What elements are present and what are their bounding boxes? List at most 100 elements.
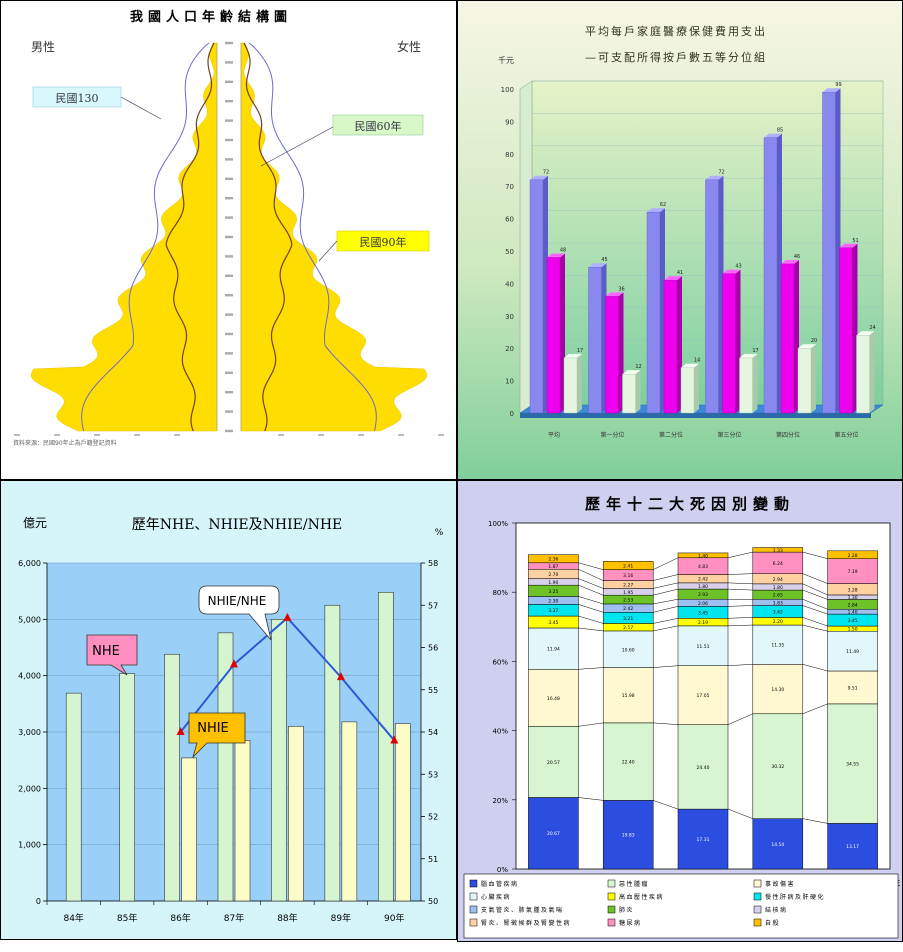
death-bar-value: 9.51 [848,685,858,691]
expense-bar-value: 99 [835,82,841,88]
death-bar-value: 17.05 [697,693,710,699]
nhe-panel: 億元 歷年NHE、NHIE及NHIE/NHE % 0 1,000 2,000 3,00… [0,480,457,940]
death-connector-line [727,808,753,819]
nhe-right-tick: 53 [428,770,438,779]
expense-bar [780,263,795,414]
pyramid-roc90-male-area [30,42,218,432]
death-bar-value: 17.31 [697,837,710,843]
death-connector-line [653,665,679,668]
death-connector-line [727,713,753,725]
pyramid-age-tick [225,410,233,413]
death-bar-value: 2.70 [548,572,558,578]
death-bar-value: 7.19 [848,569,858,575]
pyramid-age-tick [225,294,233,297]
pyramid-age-tick [225,371,233,374]
expense-bar [839,247,853,414]
callout-nhe-shape [86,634,138,676]
nhie-bar [394,723,411,902]
nhe-bar [217,632,234,902]
expense-bar-side [543,175,548,413]
death-bar-value: 11.51 [697,644,710,650]
death-connector-line [727,624,753,627]
death-bar-value: 30.32 [771,764,784,770]
expense-x-tick: 第四分位 [776,431,800,439]
expense-bar [822,92,836,414]
pyramid-pop-tick [134,434,140,436]
pyramid-roc60-male-line [165,42,215,432]
death-legend-box [463,873,899,939]
callout-ratio: NHIE/NHE [198,585,280,641]
expense-bar [722,273,736,414]
death-causes-chart: 歷年十二大死因別變動 0% 20% 40% 60% 80% 100% 20.67 20.57 1… [458,481,902,941]
expense-bar-top [781,259,799,264]
death-bar-value: 3.45 [698,610,708,616]
death-connector-line [802,818,828,824]
death-connector-line [653,800,679,810]
expense-bar-side [577,353,582,413]
death-connector-line [653,588,679,596]
death-legend-label: 惡性腫瘤 [619,880,649,888]
death-bar-segment [602,667,654,724]
death-bar-segment [752,664,804,715]
pyramid-age-tick [225,138,233,142]
death-bar-segment [602,561,654,570]
death-y-tick: 60% [492,658,508,666]
death-legend-swatch [753,879,762,888]
death-bar-value: 3.16 [623,573,633,579]
death-connector-line [578,562,604,570]
population-pyramid-chart: 我國人口年齡結構圖 男性 女性 民國130 民國60年 民國90年 資料來源：民… [13,9,444,447]
death-bar-value: 11.49 [846,649,859,655]
death-connector-line [578,667,604,670]
death-connector-line [653,582,679,589]
population-pyramid-panel: 我國人口年齡結構圖 男性 女性 民國130 民國60年 民國90年 資料來源：民… [0,0,457,480]
expense-bar-top [739,353,758,358]
pyramid-age-tick [225,352,233,355]
death-bar-segment [827,670,878,705]
expense-x-tick: 第五分位 [834,431,858,439]
household-expense-panel: 平均每戶家庭醫療保健費用支出 —可支配所得按戶數五等分位組 千元 0 10 20 30… [457,0,903,480]
expense-bar [563,357,578,414]
pyramid-footnote: 資料來源：民國90年止為戶籍登記資料 [13,439,117,447]
death-bar-segment [677,665,729,725]
death-bar-segment [827,630,878,672]
death-connector-line [802,617,828,627]
nhe-right-tick: 58 [428,559,438,568]
death-legend-swatch [753,918,762,927]
pyramid-age-tick [225,391,233,394]
pyramid-age-tick [225,100,233,103]
death-connector-line [653,618,679,624]
expense-bar-side [601,263,607,413]
death-bar-segment [827,823,878,870]
expense-bar-side [718,175,724,413]
death-bar-value: 1.40 [698,553,708,559]
leader-roc130 [120,96,162,120]
expense-bar-side [635,370,641,413]
nhe-right-unit: % [435,528,444,538]
death-connector-line [578,584,604,596]
callout-ratio-label: NHIE/NHE [208,594,267,608]
nhe-right-tick: 54 [428,728,438,737]
death-bar-value: 2.42 [623,606,633,612]
expense-bar-side [735,269,741,413]
death-bar-value: 3.25 [548,589,558,595]
expense-bar-top [605,292,624,297]
death-connector-line [727,551,753,559]
death-connector-line [802,605,828,615]
death-connector-line [727,605,753,607]
expense-bar-value: 62 [660,202,666,208]
death-connector-line [578,615,604,624]
death-bar-value: 2.93 [698,592,708,598]
death-connector-line [653,574,679,581]
death-causes-panel: 歷年十二大死因別變動 0% 20% 40% 60% 80% 100% 20.67 20.57 1… [457,480,903,942]
pyramid-age-tick [225,255,233,258]
expense-bar-top [839,243,858,248]
callout-nhie-label: NHIE [197,721,229,736]
expense-bar-value: 43 [735,264,741,270]
expense-y-tick: 0 [510,410,514,418]
death-bar-value: 1.87 [548,564,558,570]
death-legend-swatch [607,879,616,888]
expense-bar-side [677,276,682,413]
death-legend-swatch [753,905,762,914]
nhe-bar [164,653,180,902]
